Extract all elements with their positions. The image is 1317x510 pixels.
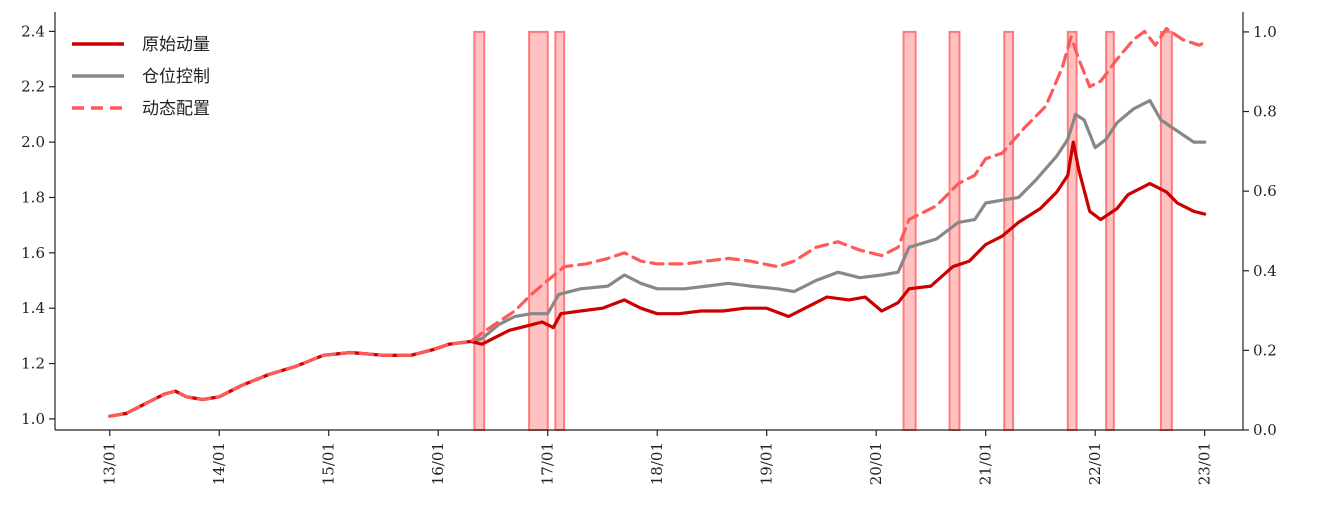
y-left-tick-label-6: 2.2 [21, 78, 45, 96]
x-tick-label-0: 13/01 [101, 442, 119, 485]
x-tick-label-10: 23/01 [1196, 442, 1214, 485]
y-left-tick-label-1: 1.2 [21, 355, 45, 373]
series-lines [108, 27, 1207, 418]
signal-intervals [473, 30, 1173, 432]
legend-label-dynamic: 动态配置 [142, 99, 210, 119]
y-right-tick-label-1: 0.2 [1253, 341, 1277, 359]
y-left-tick-label-0: 1.0 [21, 410, 45, 428]
x-tick-label-4: 17/01 [539, 442, 557, 485]
y-right-tick-label-2: 0.4 [1253, 262, 1277, 280]
signal-interval-4 [948, 30, 961, 432]
signal-interval-8 [1159, 30, 1173, 432]
legend-label-position: 仓位控制 [142, 67, 210, 87]
legend-label-original: 原始动量 [142, 35, 210, 55]
y-left-tick-label-2: 1.4 [21, 299, 45, 317]
x-tick-label-9: 22/01 [1086, 442, 1104, 485]
series-line-original [108, 140, 1207, 418]
x-tick-label-3: 16/01 [429, 442, 447, 485]
signal-interval-6 [1066, 30, 1078, 432]
y-right-tick-label-3: 0.6 [1253, 182, 1277, 200]
y-right-tick-label-0: 0.0 [1253, 421, 1277, 439]
series-line-position [108, 99, 1207, 418]
tick-labels: 1.0 1.2 1.4 1.6 1.8 2.0 2.2 2.4 0.0 0.2 0.4 0.6 0.8 1… [21, 22, 1277, 485]
y-right-tick-label-4: 0.8 [1253, 103, 1277, 121]
legend: 原始动量 仓位控制 动态配置 [72, 35, 210, 119]
y-left-tick-label-7: 2.4 [21, 22, 45, 40]
signal-interval-1 [528, 30, 549, 432]
axes [54, 12, 1244, 431]
signal-interval-7 [1105, 30, 1115, 432]
x-tick-label-7: 20/01 [867, 442, 885, 485]
y-left-tick-label-5: 2.0 [21, 133, 45, 151]
y-right-tick-label-5: 1.0 [1253, 23, 1277, 41]
signal-interval-0 [473, 30, 486, 432]
x-tick-label-1: 14/01 [210, 442, 228, 485]
signal-interval-2 [554, 30, 566, 432]
x-tick-label-2: 15/01 [320, 442, 338, 485]
x-tick-label-6: 19/01 [758, 442, 776, 485]
x-tick-label-8: 21/01 [977, 442, 995, 485]
y-left-tick-label-4: 1.8 [21, 188, 45, 206]
x-tick-label-5: 18/01 [648, 442, 666, 485]
y-left-tick-label-3: 1.6 [21, 244, 45, 262]
series-line-dynamic [108, 27, 1207, 418]
